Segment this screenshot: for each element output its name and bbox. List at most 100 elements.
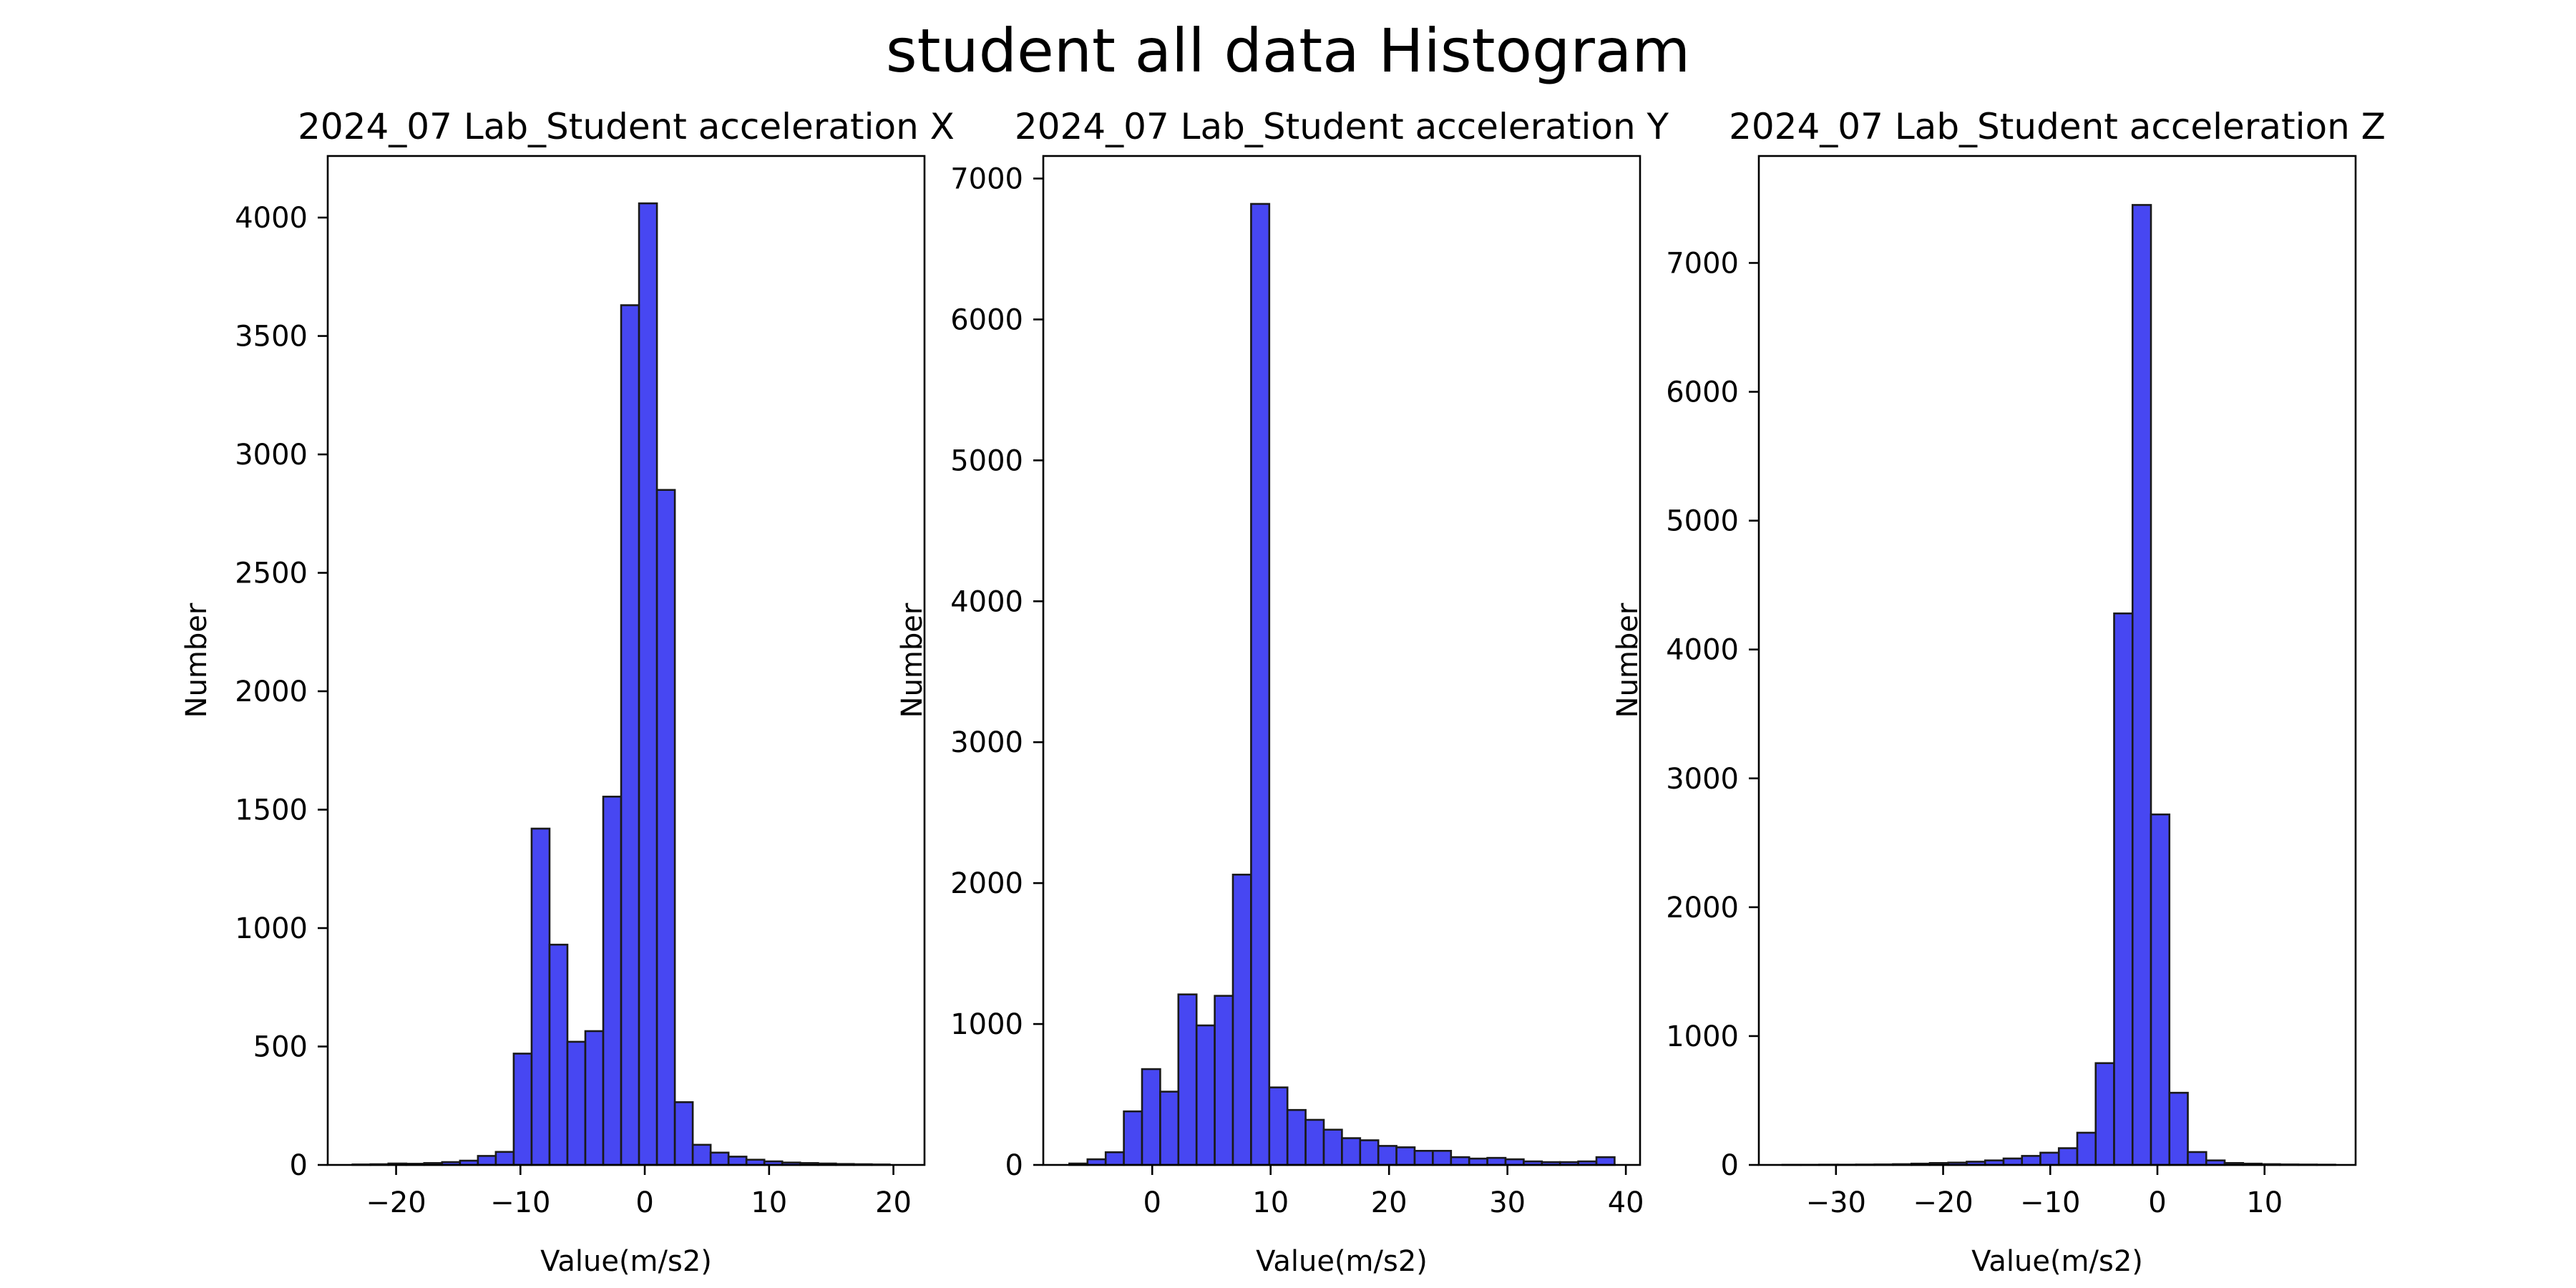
histogram-bar [2057,1147,2079,1166]
x-tick-label: −10 [2020,1186,2080,1219]
histogram-bar [638,202,658,1166]
plot-frame [1042,155,1641,1166]
y-tick-label: 2500 [235,557,308,590]
y-tick-label: 7000 [950,163,1023,196]
figure-title: student all data Histogram [885,16,1691,86]
histogram-bar [709,1151,730,1166]
histogram-bar [691,1143,712,1166]
chart-panel: 2024_07 Lab_Student acceleration Y 0 10 20 3… [896,106,1669,1278]
histogram-bar [1104,1151,1125,1166]
histogram-bar [1486,1156,1507,1166]
histogram-bar [566,1040,587,1166]
y-tick-label: 5000 [950,444,1023,477]
histogram-bar [1195,1024,1216,1166]
histogram-bar [1341,1137,1362,1166]
histogram-bar [512,1053,533,1166]
histogram-bar [2039,1151,2060,1166]
histogram-bar [1286,1108,1307,1166]
histogram-bar [1250,203,1271,1166]
histogram-bar [2113,612,2134,1166]
histogram-bar [1177,993,1198,1166]
y-tick-label: 0 [1005,1149,1023,1182]
y-tick-label: 3500 [235,321,308,353]
y-axis-label: Number [896,602,929,718]
x-tick-label: −20 [1913,1186,1973,1219]
y-tick-label: 4000 [235,202,308,235]
histogram-bar [1231,874,1252,1166]
y-tick-label: 2000 [235,675,308,708]
histogram-bar [2150,813,2171,1166]
histogram-bar [1450,1156,1470,1166]
y-tick-label: 1000 [235,912,308,945]
y-axis-label: Number [1611,602,1644,718]
y-tick-label: 1500 [235,794,308,827]
y-tick-label: 1000 [1666,1020,1739,1053]
histogram-bar [477,1155,497,1166]
plot-frame [1757,155,2357,1166]
histogram-bar [727,1156,748,1166]
chart-title: 2024_07 Lab_Student acceleration X [298,106,955,147]
y-tick-label: 3000 [950,726,1023,759]
histogram-bar [1377,1145,1397,1166]
plot-frame [326,155,926,1166]
y-tick-label: 0 [1721,1149,1739,1182]
histogram-bar [1595,1156,1616,1166]
x-tick-label: 0 [2148,1186,2166,1219]
x-tick-label: 30 [1489,1186,1526,1219]
x-tick-label: 20 [875,1186,912,1219]
x-tick-label: 40 [1608,1186,1644,1219]
y-tick-label: 4000 [950,585,1023,618]
x-tick-label: −10 [490,1186,550,1219]
y-tick-label: 4000 [1666,634,1739,667]
x-tick-label: 10 [751,1186,787,1219]
y-tick-label: 0 [290,1149,308,1182]
histogram-bar [2002,1157,2024,1166]
histogram-bar [602,796,623,1166]
histogram-bar [1322,1128,1343,1166]
histogram-bar [548,943,569,1166]
histogram-bar [1159,1091,1180,1166]
histogram-bar [2094,1062,2115,1166]
histogram-bar [1304,1118,1325,1166]
histogram-bar [1141,1068,1161,1166]
y-tick-label: 3000 [235,439,308,472]
y-tick-label: 2000 [950,867,1023,900]
chart-title: 2024_07 Lab_Student acceleration Z [1729,106,2386,147]
histogram-bar [1413,1150,1434,1166]
x-tick-label: 0 [635,1186,653,1219]
histogram-bar [1432,1150,1453,1166]
histogram-bar [655,489,676,1166]
histogram-bar [584,1030,605,1166]
y-tick-label: 5000 [1666,505,1739,538]
y-tick-label: 500 [253,1031,308,1064]
histogram-bar [2076,1131,2097,1166]
y-tick-label: 2000 [1666,892,1739,924]
histogram-bar [530,827,551,1166]
histogram-bar [494,1151,515,1166]
histogram-bar [1468,1157,1488,1166]
x-tick-label: −30 [1806,1186,1866,1219]
x-axis-label: Value(m/s2) [540,1245,712,1278]
y-axis-label: Number [180,602,213,718]
y-tick-label: 7000 [1666,247,1739,280]
x-tick-label: 10 [1252,1186,1289,1219]
x-axis-label: Value(m/s2) [1971,1245,2143,1278]
y-tick-label: 3000 [1666,763,1739,796]
y-tick-label: 6000 [1666,376,1739,409]
histogram-bar [1214,995,1234,1166]
chart-panel: 2024_07 Lab_Student acceleration Z −30 −20… [1611,106,2386,1278]
histogram-bar [2021,1155,2041,1166]
x-tick-label: 20 [1371,1186,1407,1219]
x-tick-label: −20 [366,1186,426,1219]
chart-panel: 2024_07 Lab_Student acceleration X −20 −10… [180,106,955,1278]
x-axis-label: Value(m/s2) [1256,1245,1428,1278]
histogram-bar [2187,1151,2207,1166]
histogram-bar [620,304,640,1166]
histogram-bar [2168,1091,2189,1166]
y-tick-label: 1000 [950,1008,1023,1041]
chart-title: 2024_07 Lab_Student acceleration Y [1015,106,1669,147]
histogram-bar [1395,1146,1416,1166]
x-tick-label: 10 [2246,1186,2283,1219]
